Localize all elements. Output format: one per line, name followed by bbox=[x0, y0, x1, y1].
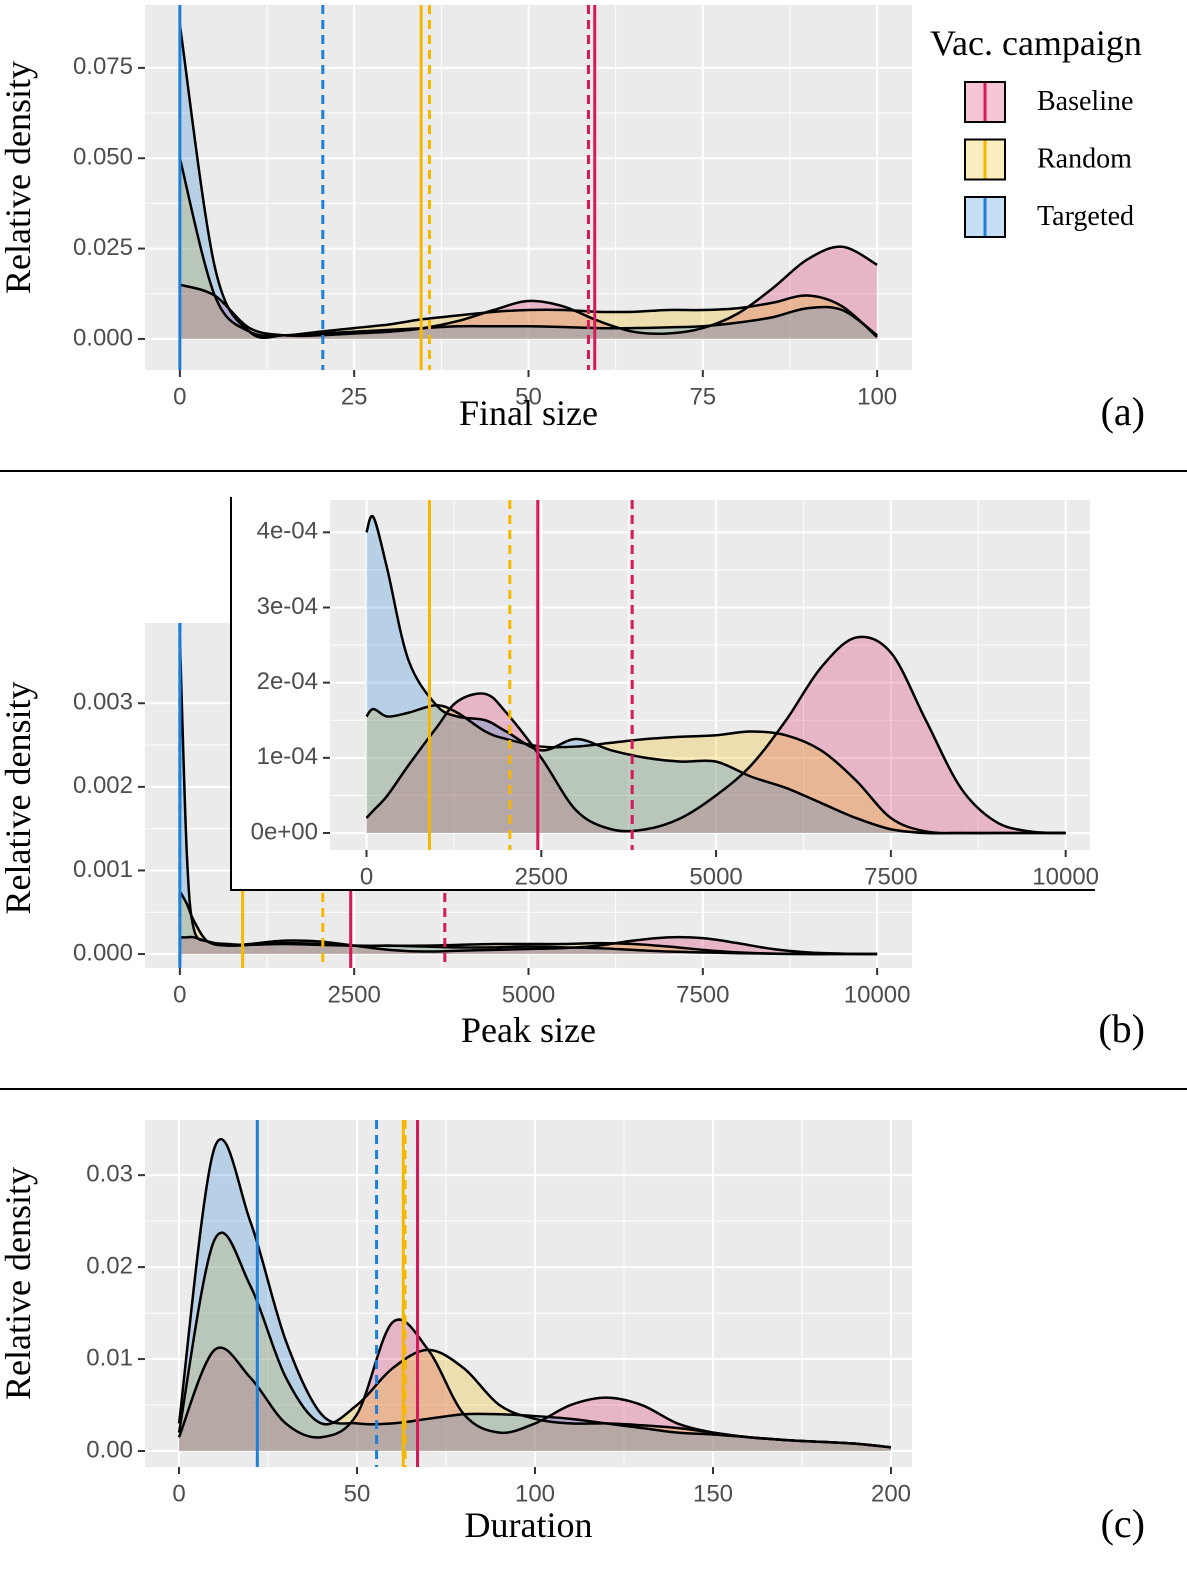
y-tick-label: 0.01 bbox=[86, 1344, 133, 1371]
x-tick-label: 100 bbox=[515, 1480, 555, 1507]
density-area bbox=[179, 891, 878, 955]
y-axis-title: Relative density bbox=[0, 1167, 38, 1400]
density-line bbox=[177, 1137, 892, 1449]
x-tick-label: 0 bbox=[173, 383, 186, 410]
x-axis-title: Duration bbox=[465, 1505, 593, 1545]
density-area bbox=[179, 158, 878, 339]
y-axis-title: Relative density bbox=[0, 61, 38, 294]
y-tick-label: 0.003 bbox=[73, 689, 133, 716]
density-area bbox=[178, 1139, 891, 1452]
y-tick-label: 0.002 bbox=[73, 772, 133, 799]
x-axis-title: Peak size bbox=[461, 1010, 596, 1050]
x-tick-label: 5000 bbox=[502, 981, 555, 1008]
x-tick-label: 75 bbox=[689, 383, 716, 410]
x-tick-label: 7500 bbox=[864, 863, 917, 890]
y-tick-label: 1e-04 bbox=[257, 743, 318, 770]
x-tick-label: 7500 bbox=[676, 981, 729, 1008]
density-line bbox=[178, 24, 878, 340]
legend-label: Random bbox=[1037, 144, 1132, 175]
y-tick-label: 0.075 bbox=[73, 53, 133, 80]
x-tick-label: 0 bbox=[172, 1480, 185, 1507]
y-tick-label: 0.000 bbox=[73, 939, 133, 966]
y-tick-label: 0.050 bbox=[73, 144, 133, 171]
x-tick-label: 100 bbox=[857, 383, 897, 410]
y-tick-label: 2e-04 bbox=[257, 668, 318, 695]
x-tick-label: 0 bbox=[360, 863, 373, 890]
x-axis-title: Final size bbox=[459, 393, 598, 433]
legend-label: Targeted bbox=[1037, 201, 1134, 232]
x-tick-label: 5000 bbox=[689, 863, 742, 890]
y-tick-label: 0e+00 bbox=[251, 818, 318, 845]
legend-label: Baseline bbox=[1037, 86, 1133, 117]
density-area bbox=[179, 246, 878, 339]
panel-label: (b) bbox=[1098, 1006, 1145, 1051]
x-tick-label: 50 bbox=[344, 1480, 371, 1507]
density-area bbox=[366, 636, 1066, 834]
x-tick-label: 2500 bbox=[327, 981, 380, 1008]
x-tick-label: 150 bbox=[693, 1480, 733, 1507]
y-tick-label: 0.02 bbox=[86, 1252, 133, 1279]
density-area bbox=[178, 1319, 891, 1452]
y-tick-label: 0.025 bbox=[73, 234, 133, 261]
x-tick-label: 25 bbox=[341, 383, 368, 410]
x-tick-label: 50 bbox=[515, 383, 542, 410]
panel-label: (c) bbox=[1101, 1501, 1145, 1546]
panel-label: (a) bbox=[1101, 389, 1145, 434]
y-axis-title: Relative density bbox=[0, 682, 38, 915]
density-area bbox=[366, 705, 1066, 834]
x-tick-label: 2500 bbox=[515, 863, 568, 890]
density-area bbox=[178, 1232, 891, 1452]
x-tick-label: 200 bbox=[871, 1480, 911, 1507]
x-tick-label: 10000 bbox=[1032, 863, 1099, 890]
x-tick-label: 0 bbox=[173, 981, 186, 1008]
y-tick-label: 4e-04 bbox=[257, 518, 318, 545]
y-tick-label: 0.000 bbox=[73, 324, 133, 351]
y-tick-label: 0.00 bbox=[86, 1436, 133, 1463]
density-area bbox=[366, 516, 1066, 834]
density-line bbox=[178, 636, 878, 956]
density-line bbox=[365, 635, 1066, 835]
x-tick-label: 10000 bbox=[844, 981, 911, 1008]
y-tick-label: 0.03 bbox=[86, 1161, 133, 1188]
legend-title: Vac. campaign bbox=[930, 23, 1142, 63]
y-tick-label: 3e-04 bbox=[257, 593, 318, 620]
y-tick-label: 0.001 bbox=[73, 856, 133, 883]
